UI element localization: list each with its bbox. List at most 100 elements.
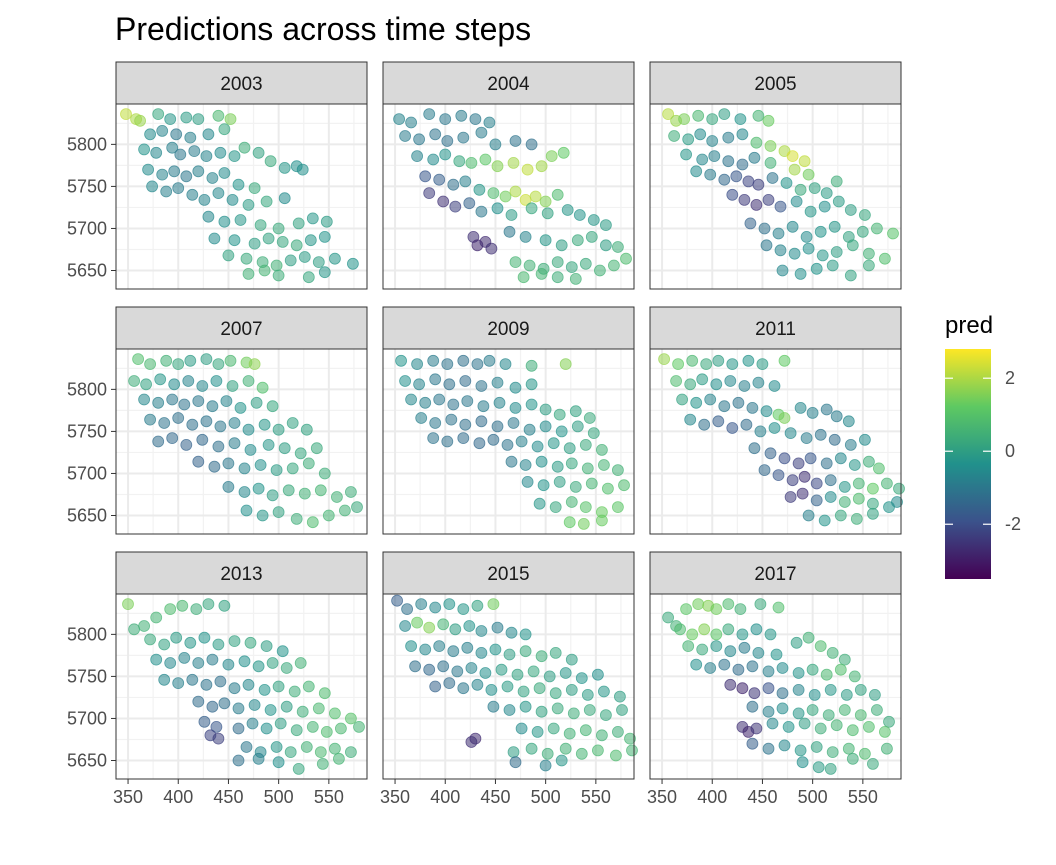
data-point [746,700,759,713]
data-point [238,486,251,498]
data-point [571,234,584,247]
data-point [790,195,803,208]
data-point [598,459,610,471]
data-point [738,380,751,392]
facet-strip-label: 2017 [754,564,796,585]
data-point [439,113,452,125]
points [128,353,363,529]
gridlines [383,349,634,534]
data-point [834,509,847,522]
data-point [302,271,315,284]
data-point [262,232,275,245]
data-point [296,705,309,718]
data-point [620,252,632,265]
data-point [166,432,179,445]
data-point [736,128,749,141]
panel-border [382,593,635,780]
data-point [867,758,879,770]
data-point [774,244,787,257]
data-point [270,741,283,753]
data-point [859,747,871,760]
panel-border [649,593,902,780]
facet-strip-label: 2009 [487,319,529,340]
data-point [814,225,827,238]
data-point [276,645,289,658]
data-point [443,378,456,391]
data-point [592,668,604,681]
x-tick-label: 350 [113,787,143,807]
data-point [794,267,807,280]
data-point [820,187,833,200]
facet-strip-label: 2011 [755,319,796,340]
facet-2004: 2004 [382,61,635,290]
data-point [616,704,628,716]
data-point [212,187,225,200]
points [662,598,895,775]
data-point [485,242,498,255]
data-point [238,462,251,475]
data-point [879,252,891,265]
data-point [814,640,827,652]
data-point [346,257,359,270]
data-point [718,658,731,671]
data-point [222,480,235,493]
data-point [539,195,552,208]
data-point [820,457,833,470]
data-point [515,435,528,448]
data-point [473,183,486,196]
data-point [168,378,181,391]
data-point [519,628,532,641]
data-point [453,155,466,168]
y-tick-label: 5650 [67,261,107,281]
data-point [300,423,313,436]
data-point [846,752,859,765]
data-point [152,108,165,120]
data-point [612,501,624,514]
data-point [423,621,436,634]
data-point [533,497,546,510]
data-point [166,393,179,406]
data-point [258,684,271,696]
x-tick-label: 450 [213,787,243,807]
data-point [465,156,478,169]
data-point [282,484,295,497]
data-point [754,598,767,610]
data-point [804,452,817,465]
data-point [252,752,265,765]
data-point [278,161,291,174]
data-point [509,135,522,147]
y-tick-label: 5800 [67,624,107,644]
data-point [867,497,879,510]
data-point [427,153,440,166]
data-point [266,489,279,502]
data-point [830,246,843,258]
data-point [226,193,239,206]
data-point [700,358,713,371]
data-point [854,684,867,696]
data-point [483,116,496,129]
facet-2013: 2013 5650 5700 5750 5800 350 400 450 500 550 [67,551,368,807]
data-point [214,146,227,159]
data-point [565,496,578,508]
data-point [798,155,811,168]
data-point [226,380,239,392]
data-point [306,721,319,733]
data-point [784,491,797,503]
data-point [704,662,717,674]
data-point [413,133,426,146]
data-point [471,358,484,371]
data-point [208,232,221,245]
data-point [475,205,488,218]
data-point [724,375,737,387]
data-point [272,506,285,518]
data-point [537,479,550,492]
data-point [302,457,315,470]
panel-border [382,348,635,535]
data-point [447,645,460,658]
data-point [871,704,883,716]
x-tick-label: 350 [647,787,677,807]
data-point [489,643,502,656]
data-point [176,599,189,612]
data-point [507,417,520,429]
data-point [750,198,763,211]
